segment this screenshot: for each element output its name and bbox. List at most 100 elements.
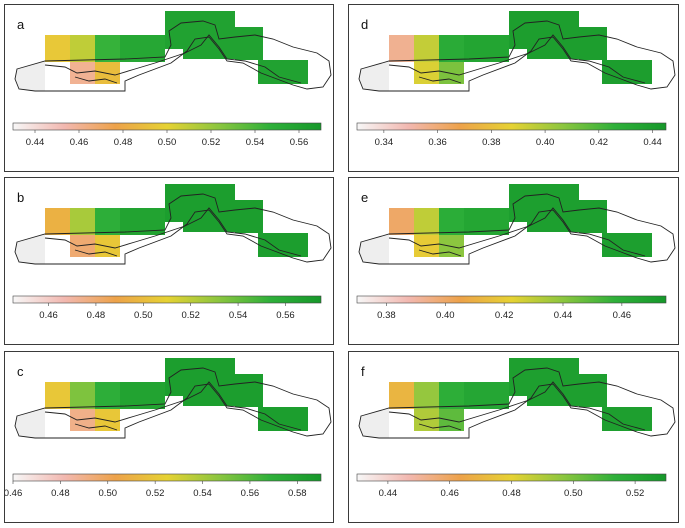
grid-cell-w7	[579, 208, 607, 233]
map-panel-e: e 0.38 0.40 0.42 0.44 0.46	[348, 177, 679, 345]
map-svg: d 0.34 0.36 0.38 0.40 0.42 0.44	[356, 11, 676, 148]
colorbar-tick-label: 0.54	[193, 488, 212, 499]
country-outline	[14, 367, 332, 439]
river-line	[44, 207, 302, 257]
panel-label: a	[17, 17, 25, 32]
country-outline	[14, 20, 332, 92]
grid-cell-w7	[235, 208, 263, 233]
grid-cell-c2	[95, 62, 120, 84]
map-svg: a 0.44 0.46 0.48 0.50 0.52 0.54 0.56	[12, 11, 332, 148]
grid-cell-w3	[439, 382, 464, 409]
colorbar	[356, 122, 667, 131]
grid-cell-c1	[414, 62, 439, 84]
colorbar-tick-label: 0.48	[502, 488, 521, 499]
map-panel-c: c 0.46 0.48 0.50 0.52 0.54 0.56 0.58	[4, 351, 334, 523]
grid-cell-w2	[70, 382, 95, 409]
map-svg: b 0.46 0.48 0.50 0.52 0.54 0.56	[12, 184, 332, 321]
grid-cell-w7	[579, 382, 607, 407]
colorbar	[12, 295, 322, 304]
grid-cell-c2	[439, 409, 464, 431]
no-data-area	[359, 61, 389, 91]
colorbar-tick-label: 0.52	[626, 488, 645, 499]
colorbar-tick-label: 0.50	[134, 310, 153, 321]
country-outline	[358, 20, 676, 92]
colorbar-tick-label: 0.56	[276, 310, 295, 321]
colorbar-tick-label: 0.46	[440, 488, 459, 499]
grid-cell-w1	[45, 35, 70, 62]
country-outline	[358, 193, 676, 265]
colorbar-tick-label: 0.46	[5, 488, 22, 499]
grid-cell-w1	[45, 208, 70, 235]
river-line	[388, 34, 646, 84]
grid-cell-w2	[70, 35, 95, 62]
panel-label: e	[361, 190, 368, 205]
grid-cell-e1	[258, 407, 308, 431]
grid-cell-e1	[258, 233, 308, 257]
colorbar	[12, 473, 322, 482]
colorbar-tick-label: 0.54	[246, 137, 265, 148]
colorbar-tick-label: 0.42	[590, 137, 609, 148]
colorbar-tick-label: 0.40	[536, 137, 555, 148]
colorbar-tick-label: 0.56	[290, 137, 309, 148]
grid-cell-w1	[389, 35, 414, 62]
map-panel-b: b 0.46 0.48 0.50 0.52 0.54 0.56	[4, 177, 334, 345]
grid-cell-e1	[258, 60, 308, 84]
map-panel-f: f 0.44 0.46 0.48 0.50 0.52	[348, 351, 679, 523]
no-data-area	[359, 408, 389, 438]
panel-label: c	[17, 364, 24, 379]
colorbar-tick-label: 0.38	[377, 310, 396, 321]
colorbar-tick-label: 0.38	[482, 137, 501, 148]
no-data-area	[15, 61, 45, 91]
colorbar-tick-label: 0.56	[241, 488, 260, 499]
grid-cell-e1	[602, 233, 652, 257]
colorbar-tick-label: 0.44	[379, 488, 398, 499]
grid-cell-e1	[602, 60, 652, 84]
colorbar-tick-label: 0.46	[39, 310, 58, 321]
colorbar-tick-label: 0.50	[158, 137, 177, 148]
grid-cell-w2	[414, 208, 439, 235]
grid-cell-c2	[95, 235, 120, 257]
grid-cell-c2	[439, 62, 464, 84]
colorbar-tick-label: 0.36	[428, 137, 447, 148]
grid-cell-w7	[235, 382, 263, 407]
grid-cell-w2	[414, 35, 439, 62]
colorbar-tick-label: 0.48	[87, 310, 106, 321]
river-line	[44, 34, 302, 84]
river-line	[388, 207, 646, 257]
colorbar-tick-label: 0.50	[564, 488, 583, 499]
colorbar-tick-label: 0.42	[495, 310, 513, 321]
map-svg: f 0.44 0.46 0.48 0.50 0.52	[356, 358, 676, 499]
map-svg: e 0.38 0.40 0.42 0.44 0.46	[356, 184, 676, 321]
colorbar-tick-label: 0.52	[146, 488, 165, 499]
grid-cell-w7	[235, 35, 263, 60]
grid-cell-w1	[45, 382, 70, 409]
grid-cell-c1	[414, 235, 439, 257]
colorbar	[356, 295, 667, 304]
colorbar-tick-label: 0.48	[114, 137, 133, 148]
grid-cell-c2	[439, 235, 464, 257]
panel-label: b	[17, 190, 24, 205]
colorbar	[12, 122, 322, 131]
colorbar-tick-label: 0.44	[26, 137, 45, 148]
colorbar-tick-label: 0.44	[554, 310, 573, 321]
grid-cell-w3	[95, 208, 120, 235]
country-outline	[14, 193, 332, 265]
grid-cell-w1	[389, 382, 414, 409]
colorbar-tick-label: 0.54	[229, 310, 248, 321]
grid-cell-w2	[70, 208, 95, 235]
no-data-area	[359, 234, 389, 264]
river-line	[44, 381, 302, 431]
map-svg: c 0.46 0.48 0.50 0.52 0.54 0.56 0.58	[5, 358, 332, 499]
colorbar-tick-label: 0.46	[70, 137, 89, 148]
grid-cell-w2	[414, 382, 439, 409]
colorbar-tick-label: 0.50	[99, 488, 118, 499]
grid-cell-c1	[414, 409, 439, 431]
colorbar-tick-label: 0.34	[375, 137, 394, 148]
country-outline	[358, 367, 676, 439]
grid-cell-w3	[95, 382, 120, 409]
panel-label: d	[361, 17, 368, 32]
map-panel-a: a 0.44 0.46 0.48 0.50 0.52 0.54 0.56	[4, 4, 334, 172]
map-panel-d: d 0.34 0.36 0.38 0.40 0.42 0.44	[348, 4, 679, 172]
colorbar-tick-label: 0.48	[51, 488, 70, 499]
river-line	[388, 381, 646, 431]
